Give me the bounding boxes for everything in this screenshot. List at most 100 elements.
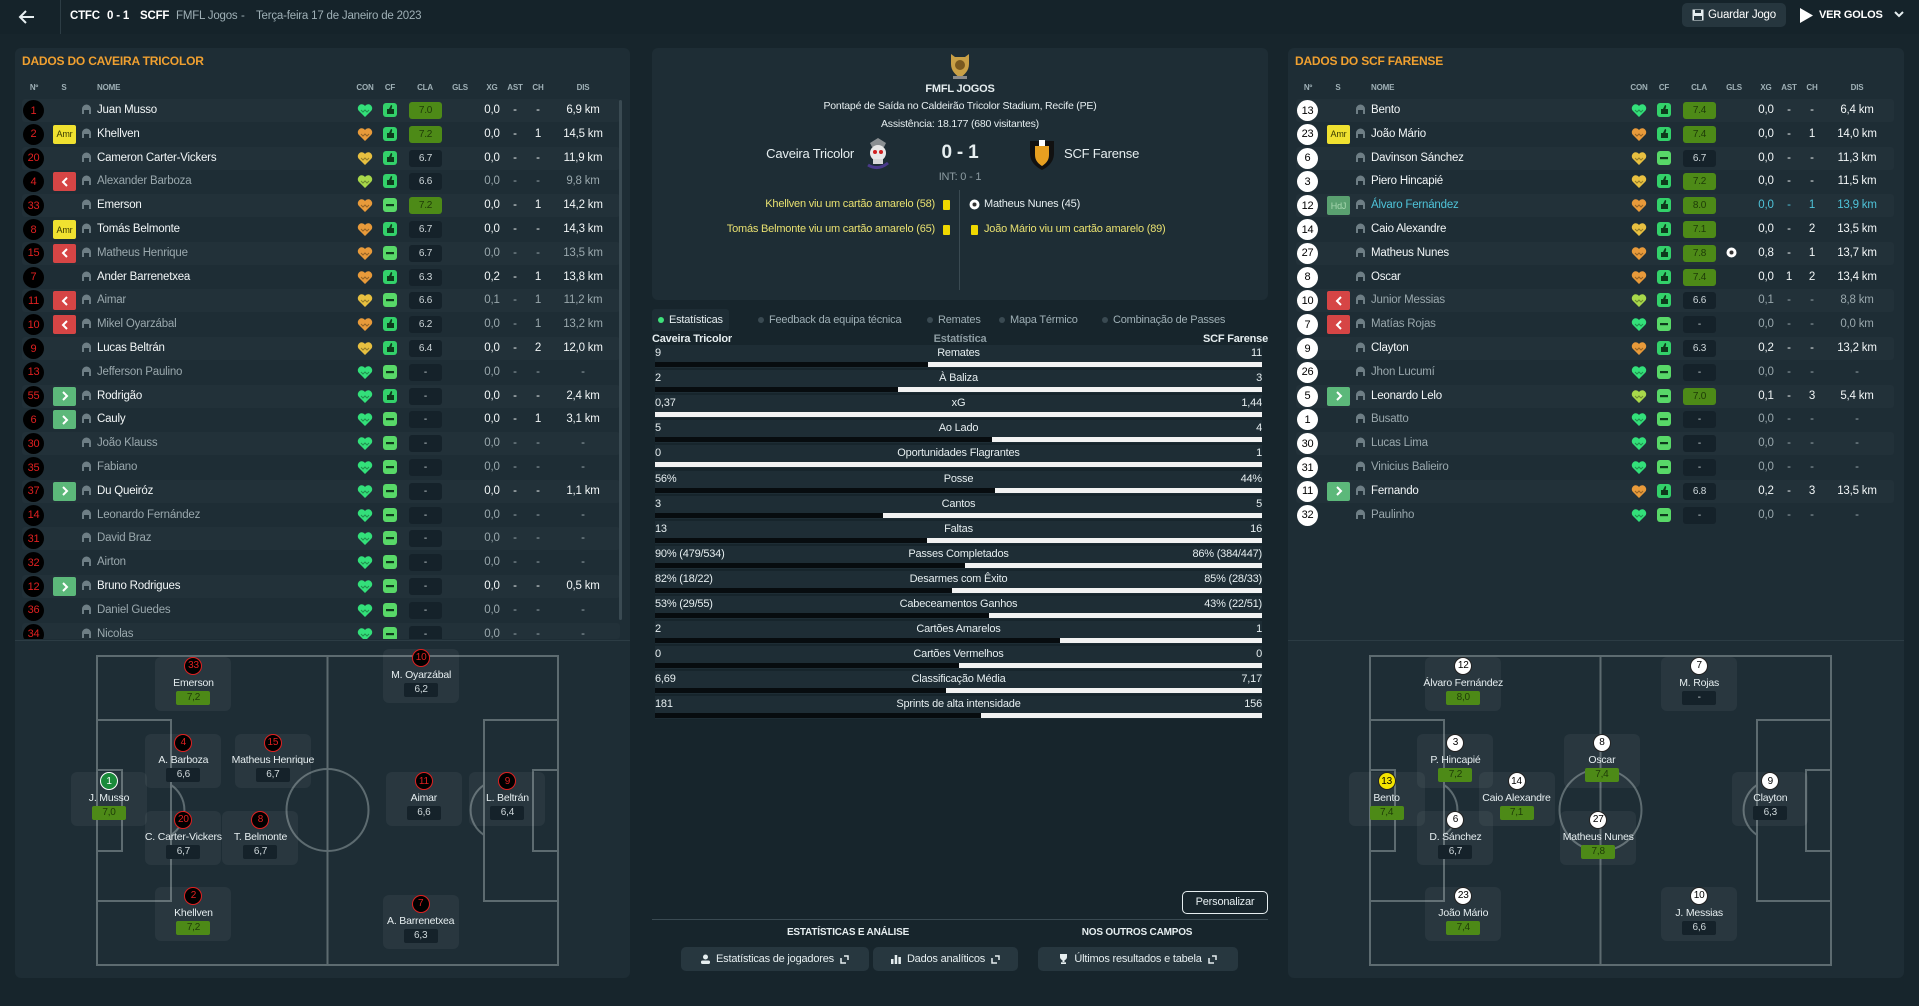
player-row[interactable]: 32 Airton -0,0- - - — [22, 551, 620, 574]
player-name[interactable]: Airton — [97, 556, 126, 569]
player-name[interactable]: Busatto — [1371, 413, 1409, 426]
player-name[interactable]: Juan Musso — [97, 104, 158, 116]
column-header-name[interactable]: NOME — [1371, 83, 1395, 92]
tab-combina-o-de-passes[interactable]: Combinação de Passes — [1096, 309, 1231, 331]
pitch-player[interactable]: 15 Matheus Henrique 6,7 — [232, 733, 314, 788]
column-header-num[interactable]: Nº — [29, 83, 39, 92]
player-row[interactable]: 26 Jhon Lucumí -0,0- - - — [1296, 361, 1894, 384]
player-name[interactable]: João Klauss — [97, 437, 158, 450]
player-name[interactable]: Aimar — [97, 294, 127, 307]
home-table-scrollbar[interactable] — [619, 100, 622, 620]
tab-mapa-t-rmico[interactable]: Mapa Térmico — [993, 309, 1084, 331]
player-name[interactable]: Mikel Oyarzábal — [97, 318, 177, 331]
player-row[interactable]: 33 Emerson 7.2 0,0- 1 14,2 km — [22, 194, 620, 218]
player-stats-button[interactable]: Estatísticas de jogadores — [681, 947, 869, 971]
customize-button[interactable]: Personalizar — [1182, 891, 1268, 914]
player-row[interactable]: 13 Jefferson Paulino -0,0- - - — [22, 361, 620, 384]
player-row[interactable]: 2 Amr Khellven 7.2 0,0- 1 14,5 km — [22, 123, 620, 146]
player-name[interactable]: Du Queiróz — [97, 484, 154, 497]
view-goals-button[interactable]: VER GOLOS — [1800, 3, 1883, 27]
player-name[interactable]: Piero Hincapié — [1371, 175, 1443, 188]
column-header-name[interactable]: NOME — [97, 83, 121, 92]
player-name[interactable]: Daniel Guedes — [97, 603, 171, 616]
tab-feedback-da-equipa-t-cnica[interactable]: Feedback da equipa técnica — [752, 309, 907, 331]
player-name[interactable]: Khellven — [97, 127, 140, 140]
chevron-down-icon[interactable] — [1892, 7, 1906, 21]
pitch-player[interactable]: 11 Aimar 6,6 — [385, 772, 462, 827]
player-row[interactable]: 20 Cameron Carter-Vickers 6.7 0,0- -11,9 km — [22, 146, 620, 170]
player-row[interactable]: 30 Lucas Lima -0,0- - - — [1296, 432, 1894, 456]
player-name[interactable]: Ander Barrenetxea — [97, 270, 191, 283]
player-row[interactable]: 30 João Klauss -0,0- - - — [22, 432, 620, 456]
back-arrow-icon[interactable] — [16, 6, 38, 28]
column-header-ast[interactable]: AST — [1781, 83, 1797, 92]
player-name[interactable]: Fernando — [1371, 484, 1419, 497]
player-row[interactable]: 36 Daniel Guedes -0,0- - - — [22, 599, 620, 622]
pitch-player[interactable]: 20 C. Carter-Vickers 6,7 — [145, 810, 222, 865]
player-name[interactable]: Davinson Sánchez — [1371, 151, 1464, 164]
player-name[interactable]: Oscar — [1371, 270, 1401, 283]
player-name[interactable]: Lucas Beltrán — [97, 342, 165, 354]
column-header-xg[interactable]: XG — [1760, 83, 1772, 92]
pitch-player[interactable]: 3 P. Hincapié 7,2 — [1417, 733, 1494, 788]
tab-remates[interactable]: Remates — [921, 309, 987, 331]
pitch-player[interactable]: 10 J. Messias 6,6 — [1661, 886, 1738, 941]
player-name[interactable]: Emerson — [97, 199, 142, 212]
player-row[interactable]: 12 Bruno Rodrigues - 0,0 - - 0,5 km — [22, 575, 620, 598]
player-row[interactable]: 8 Oscar 7.4 0,0 1 2 13,4 km — [1296, 266, 1894, 289]
pitch-player[interactable]: 4 A. Barboza 6,6 — [145, 733, 222, 788]
column-header-ast[interactable]: AST — [507, 83, 523, 92]
pitch-player[interactable]: 8 Oscar 7,4 — [1563, 733, 1640, 788]
player-row[interactable]: 35 Fabiano - 0,0 - - - — [22, 456, 620, 479]
player-name[interactable]: Caio Alexandre — [1371, 223, 1447, 235]
player-row[interactable]: 32 Paulinho -0,0- - - — [1296, 504, 1894, 527]
column-header-s[interactable]: S — [61, 83, 67, 92]
player-row[interactable]: 14 Caio Alexandre 7.1 0,0 - 2 13,5 km — [1296, 218, 1894, 241]
player-name[interactable]: Jefferson Paulino — [97, 365, 183, 378]
player-name[interactable]: Leonardo Fernández — [97, 508, 201, 521]
column-header-cla[interactable]: CLA — [1691, 83, 1707, 92]
player-name[interactable]: Matheus Henrique — [97, 246, 188, 259]
column-header-xg[interactable]: XG — [486, 83, 498, 92]
pitch-player[interactable]: 33 Emerson 7,2 — [155, 656, 232, 711]
player-name[interactable]: Vinicius Balieiro — [1371, 461, 1449, 473]
player-name[interactable]: Nicolas — [97, 627, 134, 639]
competition-link[interactable]: FMFL Jogos — [176, 10, 238, 22]
player-name[interactable]: Matheus Nunes — [1371, 246, 1449, 259]
player-row[interactable]: 6 Davinson Sánchez 6.7 0,0- -11,3 km — [1296, 146, 1894, 170]
player-row[interactable]: 1 Juan Musso 7.0 0,0 - - 6,9 km — [22, 99, 620, 122]
player-row[interactable]: 31 David Braz -0,0- - - — [22, 527, 620, 551]
player-row[interactable]: 8 Amr Tomás Belmonte 6.7 0,0 - - 14,3 km — [22, 218, 620, 241]
player-row[interactable]: 9 Lucas Beltrán 6.4 0,0 - 2 12,0 km — [22, 337, 620, 360]
column-header-s[interactable]: S — [1335, 83, 1341, 92]
player-row[interactable]: 14 Leonardo Fernández -0,0- - - — [22, 504, 620, 527]
player-name[interactable]: Cauly — [97, 413, 126, 426]
column-header-ch[interactable]: CH — [1806, 83, 1818, 92]
player-row[interactable]: 34 Nicolas - 0,0 - - - — [22, 622, 620, 639]
column-header-dis[interactable]: DIS — [1850, 83, 1864, 92]
player-row[interactable]: 23 Amr João Mário 7.4 0,0- 1 14,0 km — [1296, 123, 1894, 146]
player-row[interactable]: 11 Aimar 6.6 0,1- 1 11,2 km — [22, 289, 620, 313]
player-row[interactable]: 3 Piero Hincapié 7.2 0,0- -11,5 km — [1296, 170, 1894, 193]
player-row[interactable]: 13 Bento 7.4 0,0 - - 6,4 km — [1296, 99, 1894, 122]
pitch-player[interactable]: 12 Álvaro Fernández 8,0 — [1423, 656, 1503, 711]
player-row[interactable]: 7 Matías Rojas -0,0- -0,0 km — [1296, 313, 1894, 336]
player-name[interactable]: Álvaro Fernández — [1371, 199, 1459, 212]
pitch-player[interactable]: 9 L. Beltrán 6,4 — [469, 772, 546, 827]
column-header-dis[interactable]: DIS — [576, 83, 590, 92]
pitch-player[interactable]: 27 Matheus Nunes 7,8 — [1560, 810, 1637, 865]
player-row[interactable]: 1 Busatto -0,0- - - — [1296, 408, 1894, 431]
player-row[interactable]: 7 Ander Barrenetxea 6.3 0,2- 1 13,8 km — [22, 266, 620, 289]
player-row[interactable]: 31 Vinicius Balieiro - 0,0 - - - — [1296, 456, 1894, 479]
analytics-button[interactable]: Dados analíticos — [873, 947, 1018, 971]
home-team-name[interactable]: Caveira Tricolor — [766, 146, 854, 161]
pitch-player[interactable]: 7 A. Barrenetxea 6,3 — [382, 894, 459, 949]
player-name[interactable]: Bento — [1371, 104, 1401, 116]
player-row[interactable]: 37 Du Queiróz -0,0- -1,1 km — [22, 479, 620, 503]
pitch-player[interactable]: 13 Bento 7,4 — [1348, 772, 1425, 827]
player-row[interactable]: 10 Mikel Oyarzábal 6.2 0,0- 1 13,2 km — [22, 313, 620, 336]
player-row[interactable]: 12 HdJ Álvaro Fernández 8.0 0,0- 1 13,9 km — [1296, 194, 1894, 218]
column-header-cf[interactable]: CF — [1658, 83, 1670, 92]
player-name[interactable]: Alexander Barboza — [97, 175, 192, 188]
column-header-num[interactable]: Nº — [1303, 83, 1313, 92]
